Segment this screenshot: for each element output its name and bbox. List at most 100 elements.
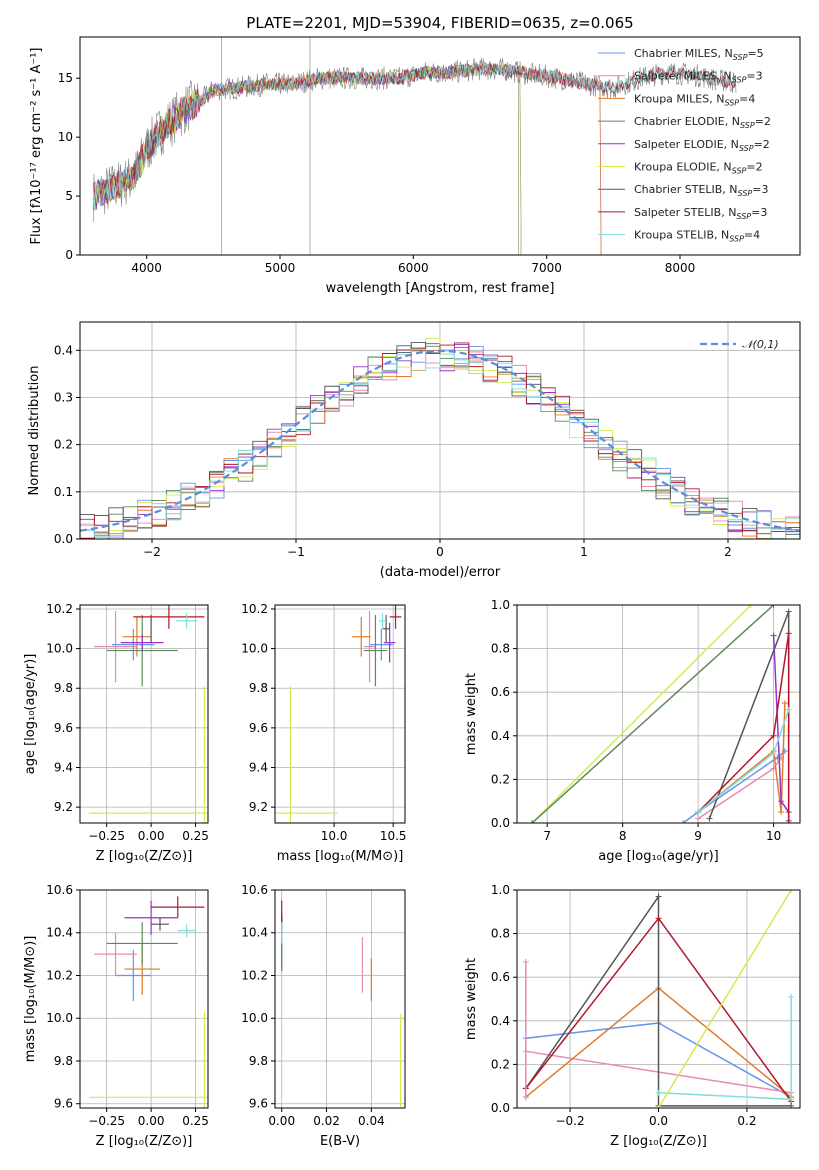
- plot-area: [522, 890, 795, 1108]
- legend-sub: SSP: [729, 235, 744, 244]
- y-tick-label: 0.4: [491, 729, 510, 743]
- legend-entry: Kroupa ELODIE, NSSP=2: [634, 161, 763, 176]
- gaussian-curve: [80, 349, 800, 532]
- weight-line: [658, 996, 792, 1101]
- model-spectrum-line: [92, 62, 522, 255]
- weight-line: [657, 890, 792, 1108]
- model-spectrum-line: [92, 62, 602, 255]
- y-tick-label: 10.0: [46, 1011, 73, 1025]
- y-tick-label: 9.4: [249, 761, 268, 775]
- legend-text: Salpeter STELIB, N: [634, 206, 736, 219]
- legend-value: =3: [751, 206, 767, 219]
- legend-value: =2: [746, 161, 762, 174]
- model-spectrum-line: [92, 62, 522, 255]
- y-tick-label: 9.4: [54, 761, 73, 775]
- x-tick-label: 0.00: [138, 829, 165, 843]
- y-tick-label: 0.6: [491, 970, 510, 984]
- x-tick-label: 1: [580, 545, 588, 559]
- x-tick-label: 10.0: [321, 829, 348, 843]
- weight-line: [531, 605, 775, 823]
- axes-frame: [79, 604, 209, 824]
- y-tick-label: 10.4: [46, 926, 73, 940]
- axes-frame: [79, 889, 209, 1109]
- y-tick-label: 5: [65, 189, 73, 203]
- y-tick-label: 0.3: [54, 390, 73, 404]
- x-tick-label: 6000: [398, 261, 429, 275]
- legend-entry: Kroupa STELIB, NSSP=4: [634, 229, 760, 244]
- y-tick-label: 10.2: [241, 602, 268, 616]
- legend-sub: SSP: [740, 121, 755, 130]
- legend-entry: Chabrier ELODIE, NSSP=2: [634, 115, 771, 130]
- y-tick-label: 10.0: [46, 642, 73, 656]
- y-tick-label: 9.6: [249, 721, 268, 735]
- axes-frame: [516, 889, 801, 1109]
- x-tick-label: 0.2: [737, 1114, 756, 1128]
- legend-sub: SSP: [724, 98, 739, 107]
- panel-residual_hist: −2 −1 0 1 2 0.0 0.1 0.2 0.3 0.4 (data-model)/error…: [27, 321, 801, 580]
- y-tick-label: 0.0: [491, 1101, 510, 1115]
- x-tick-label: 0.0: [649, 1114, 668, 1128]
- x-tick-label: 8000: [665, 261, 696, 275]
- legend-text: Chabrier STELIB, N: [634, 183, 738, 196]
- legend-value: =4: [739, 92, 755, 105]
- legend-text: Chabrier MILES, N: [634, 47, 733, 60]
- y-tick-label: 0.0: [491, 816, 510, 830]
- y-tick-label: 10.4: [241, 926, 268, 940]
- figure-title: PLATE=2201, MJD=53904, FIBERID=0635, z=0…: [246, 14, 633, 32]
- x-axis-label: (data-model)/error: [380, 565, 501, 580]
- x-tick-label: −2: [143, 545, 161, 559]
- y-tick-label: 9.6: [54, 1097, 73, 1111]
- y-tick-label: 0: [65, 248, 73, 262]
- axes-frame: [274, 604, 406, 824]
- y-tick-label: 0.6: [491, 685, 510, 699]
- panel-mass_vs_Z: −0.25 0.00 0.25 9.6 9.8 10.0 10.2 10.4 10.6 Z [lo…: [23, 883, 209, 1149]
- weight-line: [697, 633, 790, 823]
- x-tick-label: 0: [436, 545, 444, 559]
- y-tick-label: 9.2: [54, 800, 73, 814]
- y-tick-label: 9.6: [249, 1097, 268, 1111]
- y-tick-label: 10.0: [241, 1011, 268, 1025]
- axes-frame: [79, 321, 801, 540]
- legend-text: Salpeter ELODIE, N: [634, 138, 739, 151]
- y-tick-label: 15: [58, 71, 73, 85]
- legend-entry: Chabrier STELIB, NSSP=3: [634, 183, 768, 198]
- x-tick-label: −1: [287, 545, 305, 559]
- y-axis-label: age [log₁₀(age/yr)]: [23, 654, 38, 775]
- plot-area: [275, 605, 402, 823]
- x-tick-label: 5000: [265, 261, 296, 275]
- plot-area: [281, 900, 402, 1108]
- panel-age_vs_mass: 10.0 10.5 9.2 9.4 9.6 9.8 10.0 10.2 mass [log₁₀(…: [241, 602, 407, 864]
- weight-line: [531, 605, 752, 823]
- x-tick-label: 4000: [131, 261, 162, 275]
- y-axis-label: Normed distribution: [27, 366, 42, 496]
- x-tick-label: 0.04: [358, 1114, 385, 1128]
- axes-frame: [79, 36, 801, 256]
- x-tick-label: 2: [724, 545, 732, 559]
- model-spectrum-line: [92, 62, 522, 255]
- x-tick-label: 0.02: [313, 1114, 340, 1128]
- x-tick-label: 7: [543, 829, 551, 843]
- x-axis-label: Z [log₁₀(Z/Z⊙)]: [96, 1134, 193, 1149]
- y-tick-label: 10.6: [241, 883, 268, 897]
- y-axis-label: mass weight: [464, 673, 479, 755]
- y-tick-label: 9.8: [249, 681, 268, 695]
- legend-sub: SSP: [732, 167, 747, 176]
- x-tick-label: 9: [694, 829, 702, 843]
- axes-frame: [516, 604, 801, 824]
- legend-entry: Kroupa MILES, NSSP=4: [634, 92, 755, 107]
- legend-sub: SSP: [736, 212, 751, 221]
- legend-text: Kroupa MILES, N: [634, 92, 724, 105]
- x-axis-label: Z [log₁₀(Z/Z⊙)]: [96, 849, 193, 864]
- x-tick-label: 10.5: [380, 829, 407, 843]
- y-tick-label: 0.8: [491, 927, 510, 941]
- legend-entry: Salpeter STELIB, NSSP=3: [634, 206, 767, 221]
- plot-area: [529, 605, 792, 823]
- x-tick-label: 0.00: [138, 1114, 165, 1128]
- y-axis-label: mass weight: [464, 958, 479, 1040]
- x-axis-label: mass [log₁₀(M/M⊙)]: [277, 849, 404, 864]
- legend-value: =2: [755, 115, 771, 128]
- x-tick-label: −0.25: [88, 829, 125, 843]
- x-tick-label: 8: [619, 829, 627, 843]
- y-axis-label: mass [log₁₀(M/M⊙)]: [23, 936, 38, 1063]
